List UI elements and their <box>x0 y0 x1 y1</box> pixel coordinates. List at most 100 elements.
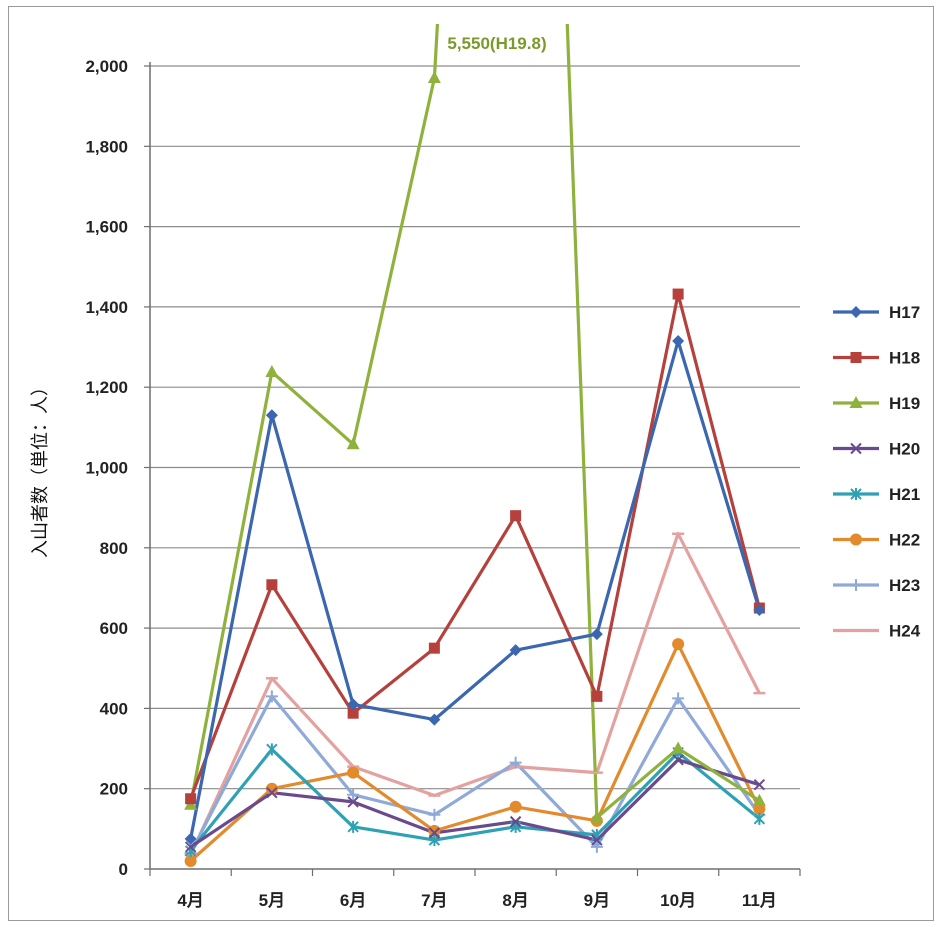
legend-item-H22: H22 <box>833 531 920 550</box>
legend-marker <box>850 442 862 455</box>
legend-label: H20 <box>889 440 920 459</box>
data-point-H20 <box>591 834 603 846</box>
legend-item-H17: H17 <box>833 303 920 322</box>
legend-marker <box>850 352 862 363</box>
data-point-H20 <box>266 787 278 799</box>
peak-annotation: 5,550(H19.8) <box>447 34 546 53</box>
legend-item-H20: H20 <box>833 440 920 459</box>
data-point-H22 <box>509 800 522 813</box>
data-point-H19 <box>265 364 279 377</box>
series-line-H24 <box>189 532 761 856</box>
legend-item-H18: H18 <box>833 349 920 368</box>
legend-item-H19: H19 <box>833 394 920 413</box>
y-tick-label: 400 <box>100 699 128 718</box>
data-point-H23 <box>509 756 522 769</box>
legend-label: H22 <box>889 531 920 550</box>
data-point-H18 <box>672 288 684 300</box>
data-point-H23 <box>428 808 441 821</box>
data-point-H18 <box>347 707 359 719</box>
marker-layer <box>184 71 766 867</box>
data-point-H17 <box>590 628 603 641</box>
y-tick-label: 200 <box>100 780 128 799</box>
data-point-H18 <box>428 642 440 654</box>
data-point-H22 <box>672 638 685 651</box>
legend-marker <box>849 396 863 408</box>
legend-label: H18 <box>889 349 920 368</box>
legend-item-H21: H21 <box>833 485 920 504</box>
data-point-H20 <box>184 841 197 853</box>
x-tick-label: 6月 <box>340 891 366 910</box>
legend-marker <box>850 306 862 318</box>
x-tick-label: 7月 <box>421 891 447 910</box>
legend-label: H17 <box>889 303 920 322</box>
y-tick-label: 800 <box>100 539 128 558</box>
y-tick-label: 1,000 <box>85 459 128 478</box>
data-point-H22 <box>265 782 278 795</box>
data-point-H23 <box>590 840 603 853</box>
legend-label: H21 <box>889 485 920 504</box>
legend-label: H19 <box>889 394 920 413</box>
series-line-H19 <box>189 24 761 820</box>
data-point-H22 <box>184 854 197 867</box>
legend-marker <box>850 579 862 591</box>
data-point-H21 <box>347 820 359 833</box>
data-point-H17 <box>509 644 522 657</box>
data-point-H17 <box>753 604 766 617</box>
data-point-H17 <box>265 409 278 422</box>
data-point-H17 <box>428 713 441 726</box>
series-layer <box>189 24 761 863</box>
data-point-H20 <box>428 827 441 839</box>
series-line-H21 <box>189 747 761 852</box>
data-point-H20 <box>509 815 522 828</box>
series-line-H22 <box>189 642 761 863</box>
data-point-H20 <box>753 778 766 791</box>
data-point-H19 <box>590 810 604 823</box>
legend-label: H23 <box>889 576 920 595</box>
x-tick-label: 11月 <box>742 891 777 910</box>
series-line-H17 <box>189 339 761 840</box>
data-point-H20 <box>347 796 359 808</box>
series-line-H23 <box>189 694 761 854</box>
series-line-H18 <box>189 292 761 800</box>
x-tick-label: 5月 <box>259 891 285 910</box>
axes <box>144 62 801 876</box>
data-point-H23 <box>347 788 360 801</box>
data-point-H17 <box>672 335 685 348</box>
y-tick-label: 1,400 <box>85 298 128 317</box>
data-point-H18 <box>591 690 603 702</box>
legend-label: H24 <box>889 622 921 641</box>
y-tick-label: 1,800 <box>85 137 128 156</box>
data-point-H19 <box>346 437 360 450</box>
y-tick-label: 600 <box>100 619 128 638</box>
legend-marker <box>850 533 862 546</box>
data-point-H20 <box>672 754 684 766</box>
y-tick-label: 1,200 <box>85 378 128 397</box>
legend-item-H24: H24 <box>833 622 921 641</box>
data-point-H17 <box>347 698 360 711</box>
data-point-H22 <box>753 802 766 815</box>
data-point-H19 <box>752 793 766 806</box>
legend-marker <box>850 488 862 500</box>
y-tick-label: 1,600 <box>85 218 128 237</box>
data-point-H21 <box>753 812 766 825</box>
y-tick-label: 2,000 <box>85 57 128 76</box>
x-tick-label: 9月 <box>584 891 610 910</box>
y-tick-label: 0 <box>119 860 128 879</box>
data-point-H17 <box>184 832 197 845</box>
data-point-H22 <box>428 824 441 837</box>
data-point-H18 <box>185 793 197 805</box>
gridlines <box>150 65 800 790</box>
x-tick-label: 4月 <box>177 891 203 910</box>
tick-labels: 0 200 400 600 800 1,000 1,200 1,400 1,600 1,800 2,… <box>85 57 776 910</box>
x-tick-label: 10月 <box>660 891 696 910</box>
data-point-H23 <box>265 690 278 703</box>
data-point-H21 <box>266 743 278 756</box>
legend-item-H23: H23 <box>833 576 920 595</box>
data-point-H22 <box>347 766 360 779</box>
series-line-H20 <box>189 758 760 849</box>
chart-frame <box>8 6 934 921</box>
data-point-H18 <box>266 579 278 591</box>
data-point-H23 <box>672 692 685 705</box>
x-tick-label: 8月 <box>502 891 528 910</box>
